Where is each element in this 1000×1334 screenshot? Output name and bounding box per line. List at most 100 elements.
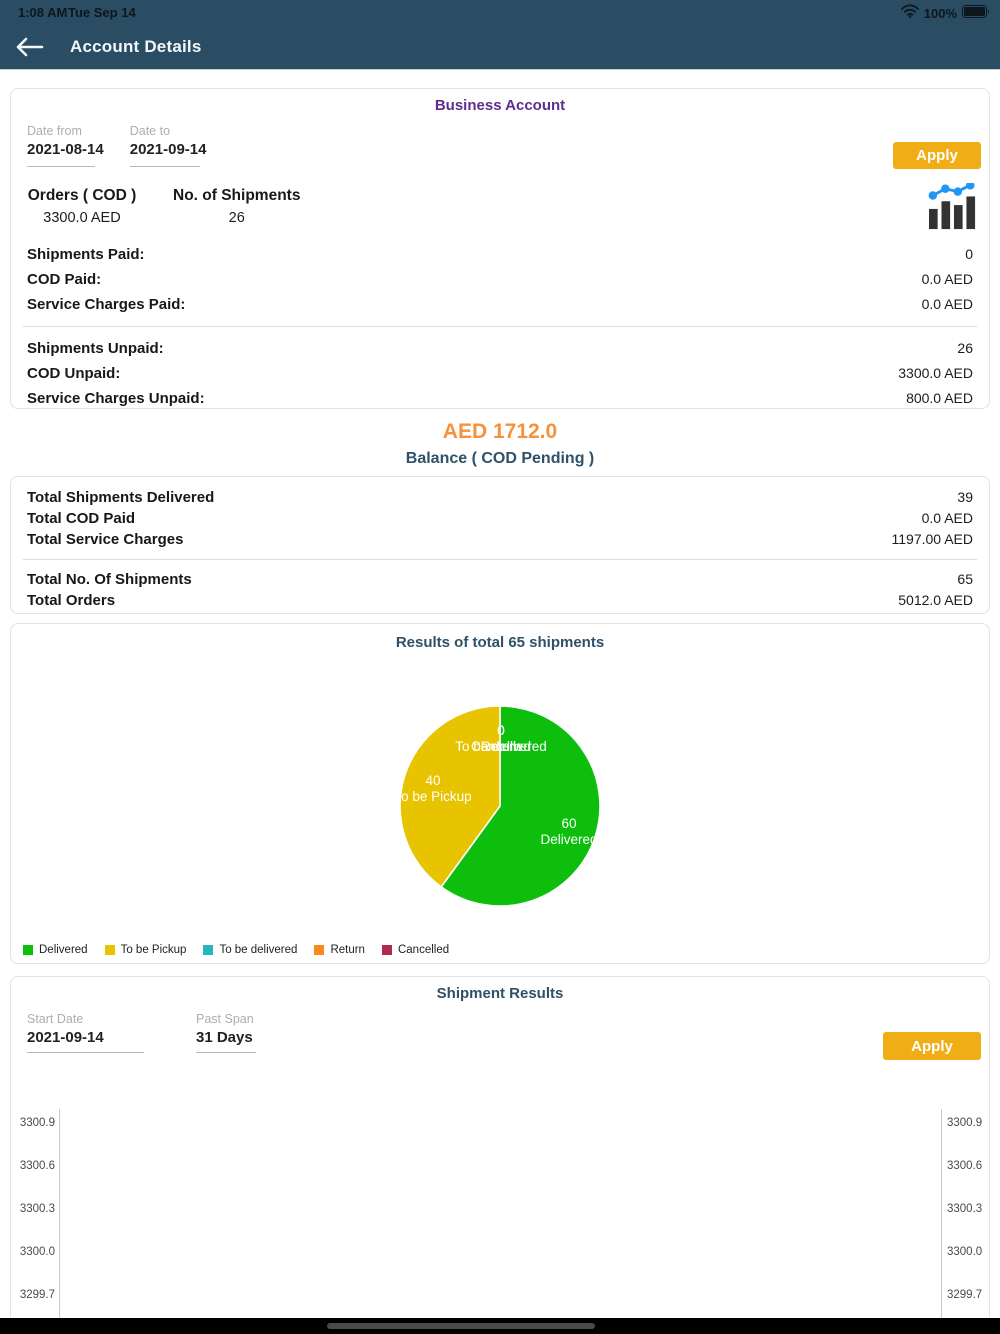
- row-value: 5012.0 AED: [898, 592, 973, 608]
- pie-chart: 0 To be delivered 0 Return 0 Cancelled 4…: [19, 703, 981, 915]
- legend-swatch-to-be-pickup: [104, 945, 115, 955]
- row-label: Shipments Paid:: [27, 246, 145, 263]
- date-to-field[interactable]: Date to 2021-09-14: [129, 124, 207, 174]
- business-account-title: Business Account: [434, 97, 566, 114]
- balance-summary: AED 1712.0 Balance ( COD Pending ): [0, 409, 1000, 476]
- row-label: Total COD Paid: [27, 510, 136, 527]
- row-label: Total Orders: [27, 592, 116, 609]
- start-date-field[interactable]: Start Date 2021-09-14: [27, 1012, 144, 1062]
- battery-percent: 100%: [923, 6, 957, 21]
- table-row: Total COD Paid 0.0 AED: [19, 508, 981, 529]
- row-label: Shipments Unpaid:: [27, 340, 164, 357]
- horizontal-scrollbar[interactable]: [327, 1323, 595, 1329]
- row-label: Total No. Of Shipments: [27, 571, 192, 588]
- status-date: Tue Sep 14: [68, 5, 136, 20]
- table-row: Total Shipments Delivered 39: [19, 487, 981, 508]
- results-filter-row: Start Date 2021-09-14 Past Span 31 Days: [27, 1012, 981, 1062]
- row-label: Service Charges Unpaid:: [27, 390, 205, 407]
- row-value: 0.0 AED: [921, 271, 973, 287]
- shipments-count-stat: No. of Shipments 26: [173, 186, 300, 230]
- bottom-system-bar: [0, 1318, 1000, 1334]
- shipments-count-label: No. of Shipments: [173, 187, 301, 204]
- pie-chart-card: Results of total 65 shipments 0 To be de…: [10, 623, 990, 964]
- paid-rows: Shipments Paid: 0 COD Paid: 0.0 AED Serv…: [19, 242, 981, 317]
- table-row: Shipments Paid: 0: [19, 242, 981, 267]
- table-row: COD Unpaid: 3300.0 AED: [19, 361, 981, 386]
- table-row: Total Orders 5012.0 AED: [19, 590, 981, 611]
- row-value: 65: [957, 571, 973, 587]
- legend-swatch-delivered: [23, 945, 33, 955]
- y-tick-left: 3300.0: [19, 1246, 55, 1258]
- date-from-underline: [27, 166, 95, 167]
- date-to-value[interactable]: 2021-09-14: [129, 141, 207, 158]
- table-row: Total Service Charges 1197.00 AED: [19, 529, 981, 550]
- balance-amount: AED 1712.0: [442, 420, 558, 443]
- row-value: 1197.00 AED: [891, 531, 973, 547]
- row-label: COD Unpaid:: [27, 365, 121, 382]
- legend-swatch-return: [314, 945, 325, 955]
- pie-slice-to-be-pickup[interactable]: [399, 705, 501, 889]
- table-row: Shipments Unpaid: 26: [19, 336, 981, 361]
- back-button[interactable]: [14, 36, 46, 60]
- business-account-card: Business Account Date from 2021-08-14 Da…: [10, 88, 990, 409]
- y-tick-left: 3300.6: [19, 1160, 55, 1172]
- y-tick-right: 3300.3: [947, 1203, 983, 1215]
- legend-label: To be delivered: [219, 944, 298, 956]
- shipment-results-card: Shipment Results Start Date 2021-09-14 P…: [10, 976, 990, 1334]
- section-divider: [23, 559, 977, 560]
- battery-icon: [962, 4, 990, 23]
- row-label: Total Service Charges: [27, 531, 184, 548]
- unpaid-rows: Shipments Unpaid: 26 COD Unpaid: 3300.0 …: [19, 336, 981, 411]
- wifi-icon: [900, 4, 919, 23]
- legend-item-to-be-pickup: To be Pickup: [104, 944, 186, 956]
- start-date-value[interactable]: 2021-09-14: [27, 1029, 104, 1046]
- row-label: Total Shipments Delivered: [27, 489, 215, 506]
- bar-chart-icon: [927, 181, 979, 236]
- date-from-field[interactable]: Date from 2021-08-14: [27, 124, 104, 174]
- pie-slice-delivered[interactable]: [440, 705, 601, 907]
- y-tick-right: 3300.0: [947, 1246, 983, 1258]
- legend-item-to-be-delivered: To be delivered: [203, 944, 297, 956]
- legend-item-cancelled: Cancelled: [381, 944, 450, 956]
- apply-date-range-button[interactable]: Apply: [893, 142, 981, 169]
- y-axis-right: [941, 1109, 942, 1334]
- app-header: 1:08 AM Tue Sep 14 100%: [0, 0, 1000, 70]
- start-date-label: Start Date: [27, 1012, 84, 1026]
- date-from-label: Date from: [27, 124, 82, 138]
- legend-label: Delivered: [39, 944, 88, 956]
- y-tick-left: 3300.9: [19, 1117, 55, 1129]
- row-value: 0.0 AED: [921, 296, 973, 312]
- status-time: 1:08 AM: [18, 5, 68, 20]
- row-value: 0: [965, 246, 973, 262]
- pie-svg: [399, 705, 601, 907]
- pie-legend: Delivered To be Pickup To be delivered R…: [23, 944, 449, 956]
- y-tick-left: 3300.3: [19, 1203, 55, 1215]
- section-divider: [23, 326, 977, 327]
- y-axis-left: [59, 1109, 60, 1334]
- date-from-value[interactable]: 2021-08-14: [27, 141, 104, 158]
- orders-summary-row: Orders ( COD ) 3300.0 AED No. of Shipmen…: [27, 186, 981, 230]
- row-value: 39: [957, 489, 973, 505]
- legend-swatch-cancelled: [381, 945, 392, 955]
- apply-results-filter-button[interactable]: Apply: [883, 1032, 981, 1060]
- date-to-label: Date to: [129, 124, 171, 138]
- y-tick-right: 3300.9: [947, 1117, 983, 1129]
- y-tick-left: 3299.7: [19, 1289, 55, 1301]
- totals-card: Total Shipments Delivered 39 Total COD P…: [10, 476, 990, 614]
- past-span-value[interactable]: 31 Days: [196, 1029, 253, 1046]
- shipment-results-chart[interactable]: 3300.9 3300.6 3300.3 3300.0 3299.7 3300.…: [19, 1109, 982, 1334]
- balance-caption: Balance ( COD Pending ): [405, 450, 595, 467]
- y-tick-right: 3299.7: [947, 1289, 983, 1301]
- table-row: Service Charges Paid: 0.0 AED: [19, 292, 981, 317]
- past-span-underline: [196, 1052, 256, 1053]
- row-value: 26: [957, 340, 973, 356]
- legend-label: Cancelled: [397, 944, 450, 956]
- past-span-field[interactable]: Past Span 31 Days: [196, 1012, 256, 1062]
- date-filter-row: Date from 2021-08-14 Date to 2021-09-14: [27, 124, 981, 174]
- orders-cod-value: 3300.0 AED: [43, 210, 121, 226]
- row-label: COD Paid:: [27, 271, 102, 288]
- legend-item-return: Return: [314, 944, 365, 956]
- legend-item-delivered: Delivered: [23, 944, 88, 956]
- row-value: 0.0 AED: [921, 510, 973, 526]
